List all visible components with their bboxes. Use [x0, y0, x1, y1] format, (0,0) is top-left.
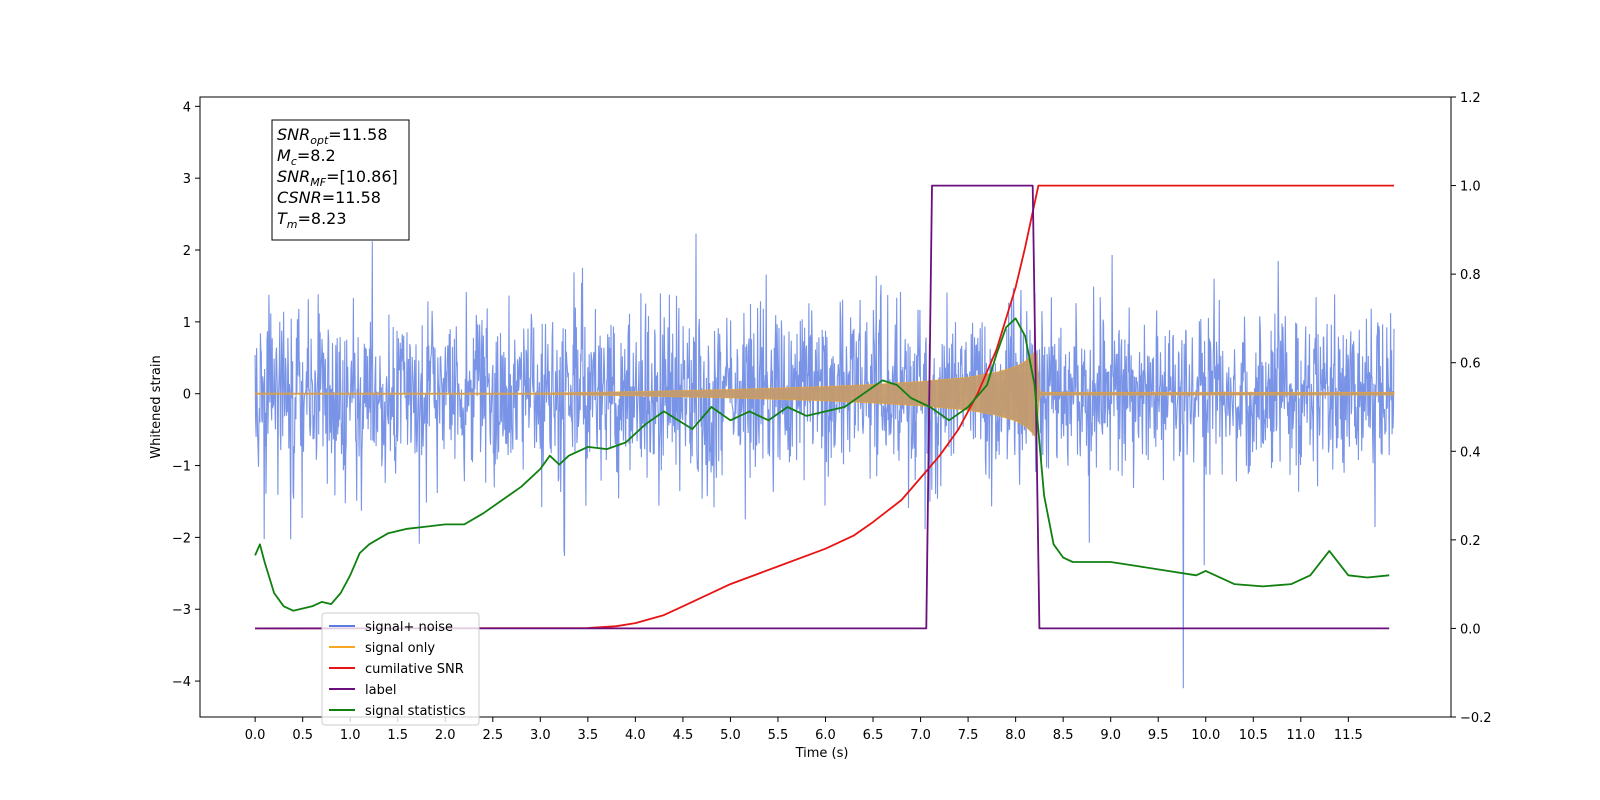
- x-tick-label: 3.5: [578, 728, 599, 743]
- x-tick-label: 11.5: [1334, 728, 1363, 743]
- y-right-tick-label: 0.4: [1460, 445, 1481, 460]
- x-tick-label: 4.5: [673, 728, 694, 743]
- stats-annotation-box: SNRopt=11.58Mc=8.2SNRMF=[10.86]CSNR=11.5…: [271, 119, 410, 241]
- x-tick-label: 6.5: [863, 728, 884, 743]
- x-tick-label: 5.0: [720, 728, 741, 743]
- series-signal-noise: [254, 233, 1395, 689]
- annotation-line: CSNR=11.58: [277, 188, 381, 207]
- y-axis-title-left: Whitened strain: [149, 355, 164, 458]
- x-tick-label: 8.5: [1053, 728, 1074, 743]
- x-tick-label: 5.5: [768, 728, 789, 743]
- x-axis-title: Time (s): [795, 746, 849, 761]
- annotation-line: SNRMF=[10.86]: [277, 167, 398, 189]
- y-left-tick-label: −1: [172, 460, 191, 475]
- x-tick-label: 3.0: [530, 728, 551, 743]
- y-right-tick-label: 0.8: [1460, 268, 1481, 283]
- x-tick-label: 4.0: [625, 728, 646, 743]
- annotation-line: SNRopt=11.58: [277, 125, 388, 147]
- annotation-line: Mc=8.2: [277, 146, 336, 168]
- legend-label: signal only: [365, 641, 435, 656]
- x-tick-label: 7.5: [958, 728, 979, 743]
- y-right-tick-label: −0.2: [1460, 711, 1492, 726]
- legend-label: cumilative SNR: [365, 662, 464, 677]
- y-left-tick-label: 0: [183, 388, 191, 403]
- y-right-tick-label: 0.0: [1460, 622, 1481, 637]
- y-left-tick-label: 2: [183, 244, 191, 259]
- y-left-tick-label: −4: [172, 675, 191, 690]
- legend-label: label: [365, 683, 396, 698]
- x-tick-label: 9.5: [1148, 728, 1169, 743]
- legend: signal+ noise signal only cumilative SNR la…: [321, 612, 480, 726]
- x-tick-label: 1.5: [387, 728, 408, 743]
- x-tick-label: 1.0: [340, 728, 361, 743]
- y-left-tick-label: 4: [183, 100, 191, 115]
- y-right-tick-label: 0.6: [1460, 357, 1481, 372]
- y-axis-left: −4 −3 −2 −1 0 1 2 3 4: [172, 100, 200, 690]
- annotation-box-frame: [271, 119, 410, 241]
- x-tick-label: 2.5: [482, 728, 503, 743]
- x-tick-label: 2.0: [435, 728, 456, 743]
- x-tick-label: 9.0: [1100, 728, 1121, 743]
- x-tick-label: 10.5: [1239, 728, 1268, 743]
- legend-label: signal+ noise: [365, 620, 453, 635]
- y-left-tick-label: 1: [183, 316, 191, 331]
- x-tick-label: 0.0: [245, 728, 266, 743]
- x-tick-label: 7.0: [910, 728, 931, 743]
- series-label: [255, 184, 1390, 630]
- x-tick-label: 11.0: [1286, 728, 1315, 743]
- y-right-tick-label: 0.2: [1460, 534, 1481, 549]
- y-left-tick-label: −3: [172, 603, 191, 618]
- y-left-tick-label: 3: [183, 172, 191, 187]
- x-tick-label: 0.5: [292, 728, 313, 743]
- x-tick-label: 8.0: [1005, 728, 1026, 743]
- x-tick-label: 10.0: [1191, 728, 1220, 743]
- legend-frame: [321, 612, 480, 726]
- y-axis-right: −0.2 0.0 0.2 0.4 0.6 0.8 1.0 1.2: [1451, 91, 1492, 726]
- legend-label: signal statistics: [365, 704, 466, 719]
- y-right-tick-label: 1.0: [1460, 180, 1481, 195]
- x-axis: 0.0 0.5 1.0 1.5 2.0 2.5 3.0 3.5 4.0 4.5 5.0 5.5 6.0 6…: [245, 717, 1363, 743]
- y-right-tick-label: 1.2: [1460, 91, 1481, 106]
- series-signal-only: [254, 349, 1395, 438]
- y-left-tick-label: −2: [172, 531, 191, 546]
- series-signal-statistics: [254, 317, 1390, 612]
- annotation-line: Tm=8.23: [277, 209, 347, 231]
- x-tick-label: 6.0: [815, 728, 836, 743]
- series-cumulative-snr: [255, 184, 1394, 630]
